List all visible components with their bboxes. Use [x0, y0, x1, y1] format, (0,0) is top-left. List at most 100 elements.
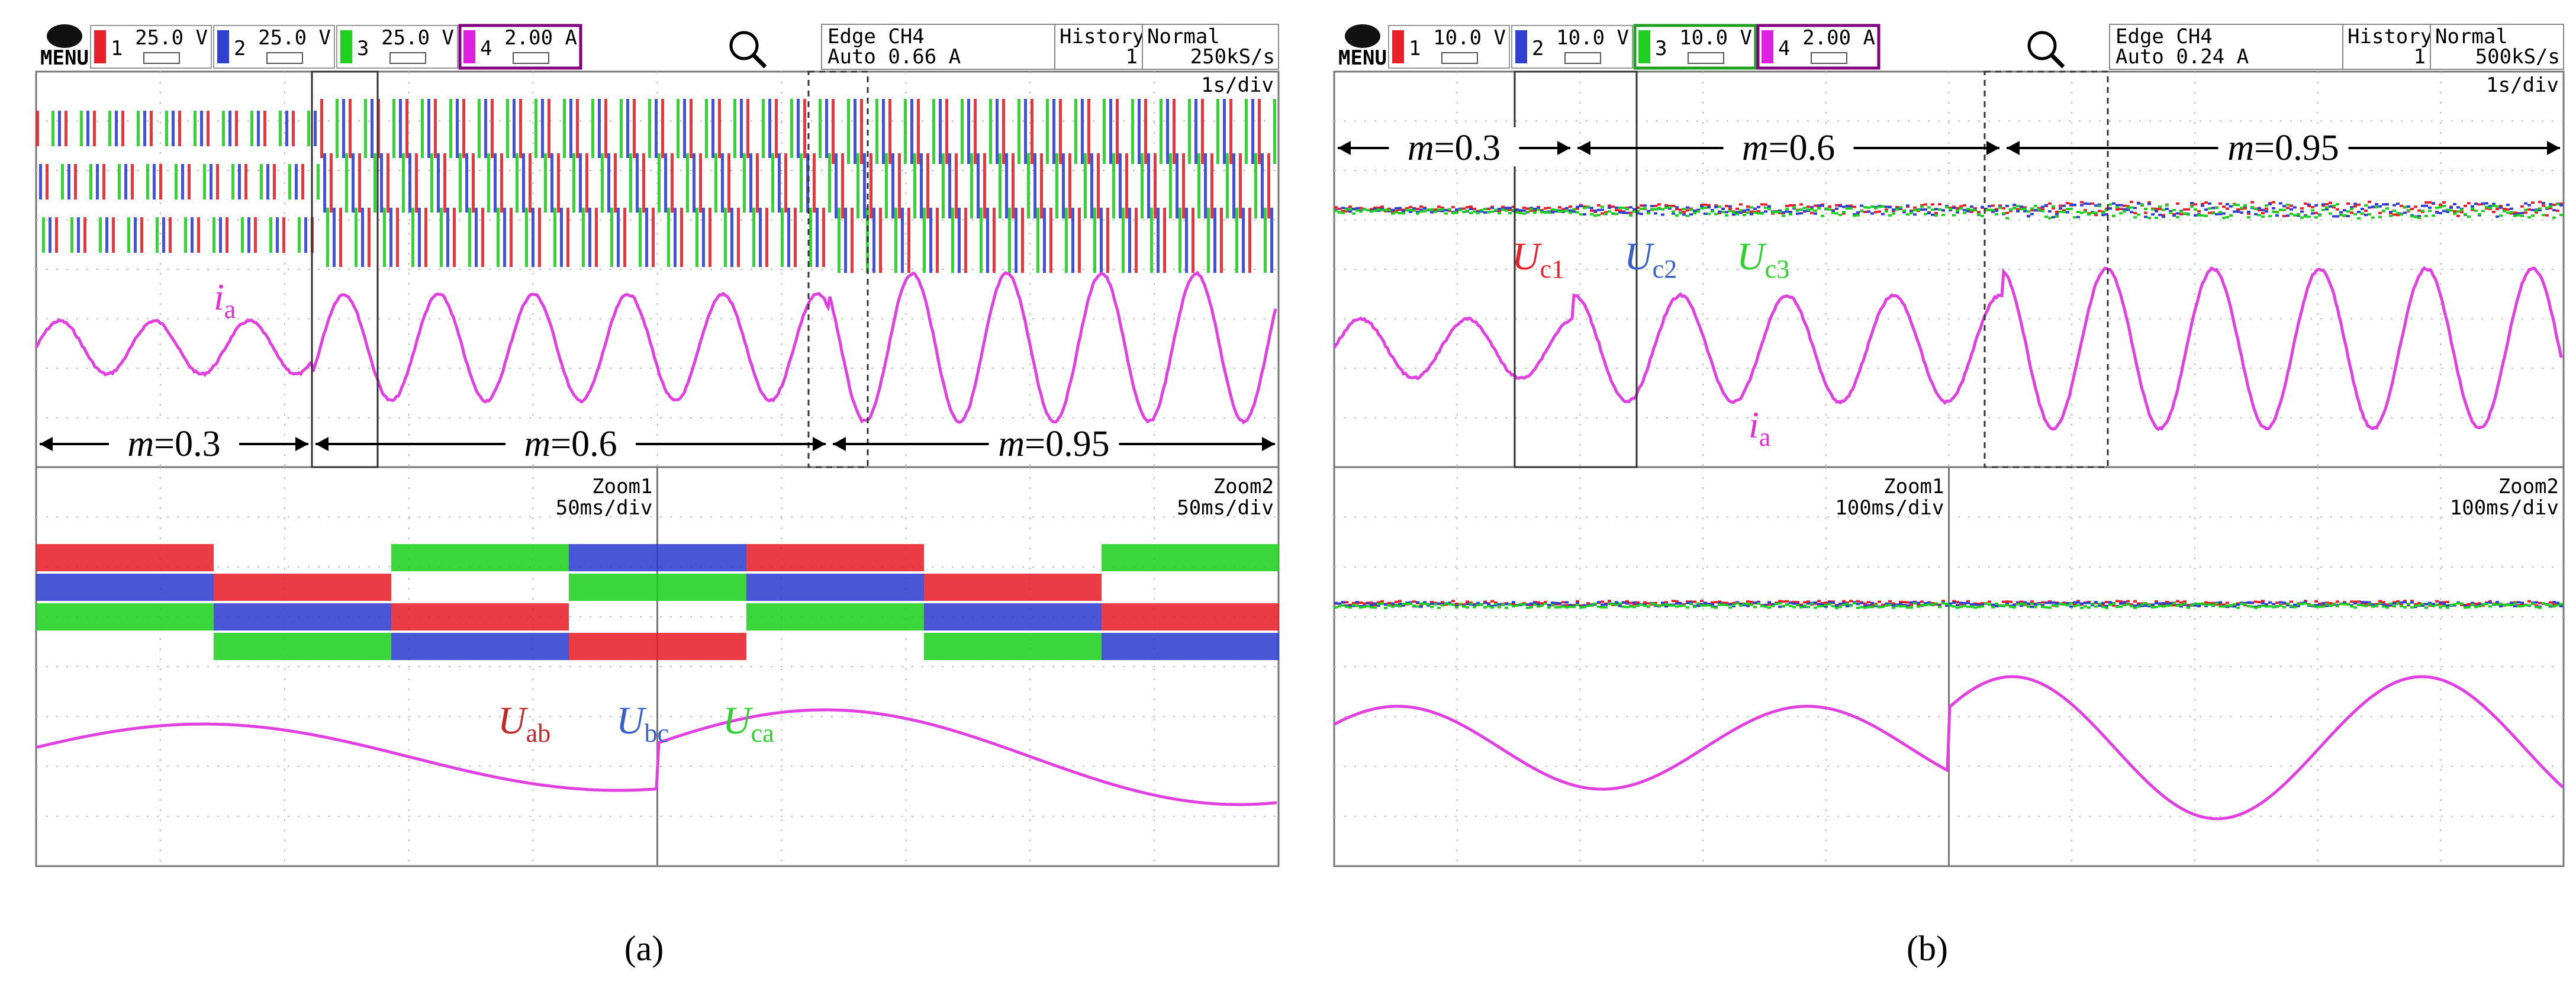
- pwm-block: [427, 544, 462, 571]
- dc-trace: [1412, 207, 1416, 210]
- dc-trace: [1707, 603, 1711, 606]
- pwm-pulse: [156, 217, 159, 253]
- dc-trace: [2396, 202, 2400, 205]
- dc-trace: [2393, 601, 2396, 604]
- channel-scale: 10.0 V: [1433, 26, 1506, 50]
- dc-trace: [1711, 210, 1714, 213]
- dc-trace: [1590, 604, 1593, 607]
- dc-trace: [1643, 204, 1647, 207]
- dc-trace: [2020, 604, 2023, 607]
- dc-trace: [2037, 603, 2041, 606]
- dc-trace: [1778, 605, 1782, 608]
- dc-trace: [1615, 213, 1618, 215]
- dc-trace: [1771, 211, 1775, 214]
- dc-trace: [2020, 603, 2023, 606]
- dc-trace: [2194, 602, 2197, 605]
- dc-trace: [2364, 602, 2368, 605]
- dc-trace: [2329, 212, 2332, 215]
- dc-trace: [2250, 205, 2254, 208]
- dc-trace: [1973, 207, 1977, 210]
- dc-trace: [2371, 205, 2375, 208]
- history-value: 1: [1126, 45, 1138, 69]
- dc-trace: [2346, 214, 2350, 217]
- pwm-pulse: [487, 153, 490, 213]
- dc-trace: [1831, 601, 1835, 604]
- dc-trace: [2211, 212, 2215, 215]
- pwm-pulse: [1226, 153, 1229, 218]
- dc-trace: [1743, 604, 1746, 607]
- pwm-pulse: [238, 164, 241, 200]
- pwm-pulse: [1150, 208, 1153, 273]
- pwm-pulse: [787, 208, 790, 267]
- dc-trace: [1938, 606, 1941, 609]
- dc-trace: [2222, 217, 2226, 220]
- pwm-pulse: [690, 99, 693, 158]
- mode-label: Normal: [1147, 25, 1220, 49]
- dc-trace: [1458, 208, 1462, 211]
- dc-trace: [2048, 606, 2052, 609]
- dc-trace: [1863, 604, 1867, 607]
- dc-trace: [1984, 208, 1988, 211]
- dc-trace: [1632, 210, 1636, 213]
- dc-trace: [2084, 601, 2087, 604]
- pwm-block: [817, 574, 853, 601]
- dc-trace: [1654, 212, 1657, 215]
- dc-trace: [1863, 606, 1867, 609]
- dc-trace: [2101, 603, 2105, 606]
- dc-trace: [1469, 211, 1473, 214]
- dc-trace: [1409, 601, 1412, 604]
- dc-trace: [2204, 214, 2208, 217]
- dc-trace: [1366, 604, 1370, 607]
- dc-trace: [1373, 606, 1377, 609]
- pwm-pulse: [1232, 153, 1235, 218]
- dc-trace: [2144, 604, 2147, 607]
- dc-trace: [1334, 606, 1338, 609]
- dc-trace: [2215, 213, 2218, 215]
- dc-trace: [1998, 204, 2002, 207]
- dc-trace: [2435, 206, 2439, 209]
- zoom-icon-handle: [752, 53, 767, 69]
- dc-trace: [2403, 211, 2407, 214]
- dc-trace: [2496, 208, 2499, 211]
- pwm-pulse: [1131, 99, 1134, 164]
- dc-trace: [2368, 201, 2371, 204]
- dc-trace: [2055, 602, 2059, 605]
- pwm-pulse: [835, 153, 838, 218]
- dc-trace: [1817, 207, 1821, 210]
- dc-trace: [1469, 205, 1473, 208]
- dc-trace: [1601, 603, 1604, 606]
- dc-trace: [1412, 209, 1416, 212]
- dc-trace: [1775, 211, 1778, 214]
- dc-trace: [2549, 207, 2552, 210]
- pwm-pulse: [667, 208, 670, 267]
- pwm-pulse: [529, 153, 532, 213]
- dc-trace: [2439, 606, 2442, 609]
- dc-trace: [2204, 604, 2208, 607]
- dc-trace: [2034, 208, 2037, 211]
- dc-trace: [2339, 211, 2343, 214]
- pwm-block: [853, 574, 888, 601]
- dc-trace: [2218, 211, 2222, 214]
- pwm-pulse: [352, 153, 355, 213]
- pwm-pulse: [1229, 99, 1232, 164]
- dc-trace: [1817, 600, 1821, 603]
- pwm-block: [888, 544, 924, 571]
- dc-trace: [1586, 205, 1590, 208]
- dc-trace: [2123, 208, 2126, 211]
- dc-trace: [1423, 602, 1427, 605]
- arrow-head: [1986, 141, 1999, 155]
- dc-trace: [1959, 205, 1963, 208]
- dc-trace: [1387, 604, 1391, 607]
- dc-trace: [2332, 206, 2336, 209]
- pwm-pulse: [134, 217, 137, 253]
- segment-label: m=0.3: [127, 424, 220, 464]
- dc-trace: [2041, 210, 2044, 213]
- pwm-pulse: [560, 208, 563, 267]
- dc-trace: [2162, 605, 2165, 608]
- dc-trace: [2105, 207, 2108, 210]
- pwm-pulse: [639, 208, 642, 267]
- dc-trace: [1430, 606, 1434, 609]
- dc-trace: [2147, 201, 2151, 204]
- dc-trace: [1952, 214, 1956, 217]
- dc-trace: [2353, 602, 2357, 605]
